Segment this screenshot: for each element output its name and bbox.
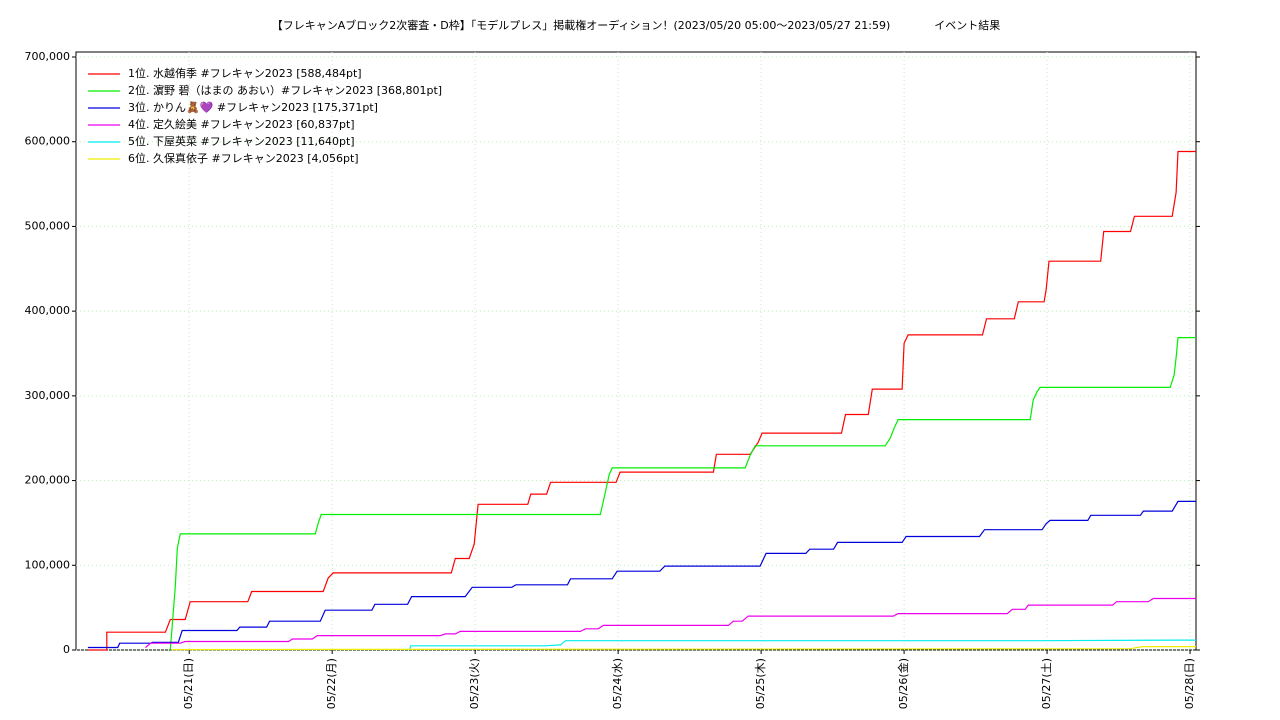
x-tick-label: 05/23(火): [468, 658, 481, 709]
x-tick-label: 05/21(日): [182, 658, 195, 709]
y-tick-label: 300,000: [25, 389, 71, 402]
y-tick-label: 100,000: [25, 558, 71, 571]
series-line: [171, 646, 1196, 651]
x-tick-label: 05/26(金): [896, 658, 910, 709]
series-line: [409, 639, 1196, 651]
y-tick-label: 200,000: [25, 474, 71, 487]
legend-label: 1位. 水越侑季 #フレキャン2023 [588,484pt]: [128, 66, 362, 80]
series-line: [169, 337, 1196, 651]
legend-label: 5位. 下屋英菜 #フレキャン2023 [11,640pt]: [128, 134, 355, 148]
legend-label: 6位. 久保真依子 #フレキャン2023 [4,056pt]: [128, 151, 359, 165]
y-tick-label: 0: [63, 643, 70, 656]
y-tick-label: 600,000: [25, 135, 71, 148]
legend-label: 4位. 定久絵美 #フレキャン2023 [60,837pt]: [128, 117, 355, 131]
series-line: [87, 500, 1196, 649]
y-tick-label: 700,000: [25, 50, 71, 63]
y-tick-label: 500,000: [25, 219, 71, 232]
y-tick-label: 400,000: [25, 304, 71, 317]
legend-label: 2位. 濵野 碧（はまの あおい）#フレキャン2023 [368,801pt]: [128, 83, 442, 97]
series-line: [87, 150, 1196, 651]
chart-title: 【フレキャンAブロック2次審査・D枠】「モデルプレス」掲載権オーディション！(2…: [272, 18, 1001, 32]
x-tick-label: 05/22(月): [325, 658, 338, 709]
x-tick-label: 05/27(土): [1040, 658, 1053, 709]
x-tick-label: 05/28(日): [1183, 658, 1196, 709]
x-tick-label: 05/24(水): [611, 658, 624, 709]
legend-label: 3位. かりん🧸💜 #フレキャン2023 [175,371pt]: [128, 100, 378, 114]
series-line: [145, 597, 1196, 648]
x-tick-label: 05/25(木): [754, 658, 767, 709]
